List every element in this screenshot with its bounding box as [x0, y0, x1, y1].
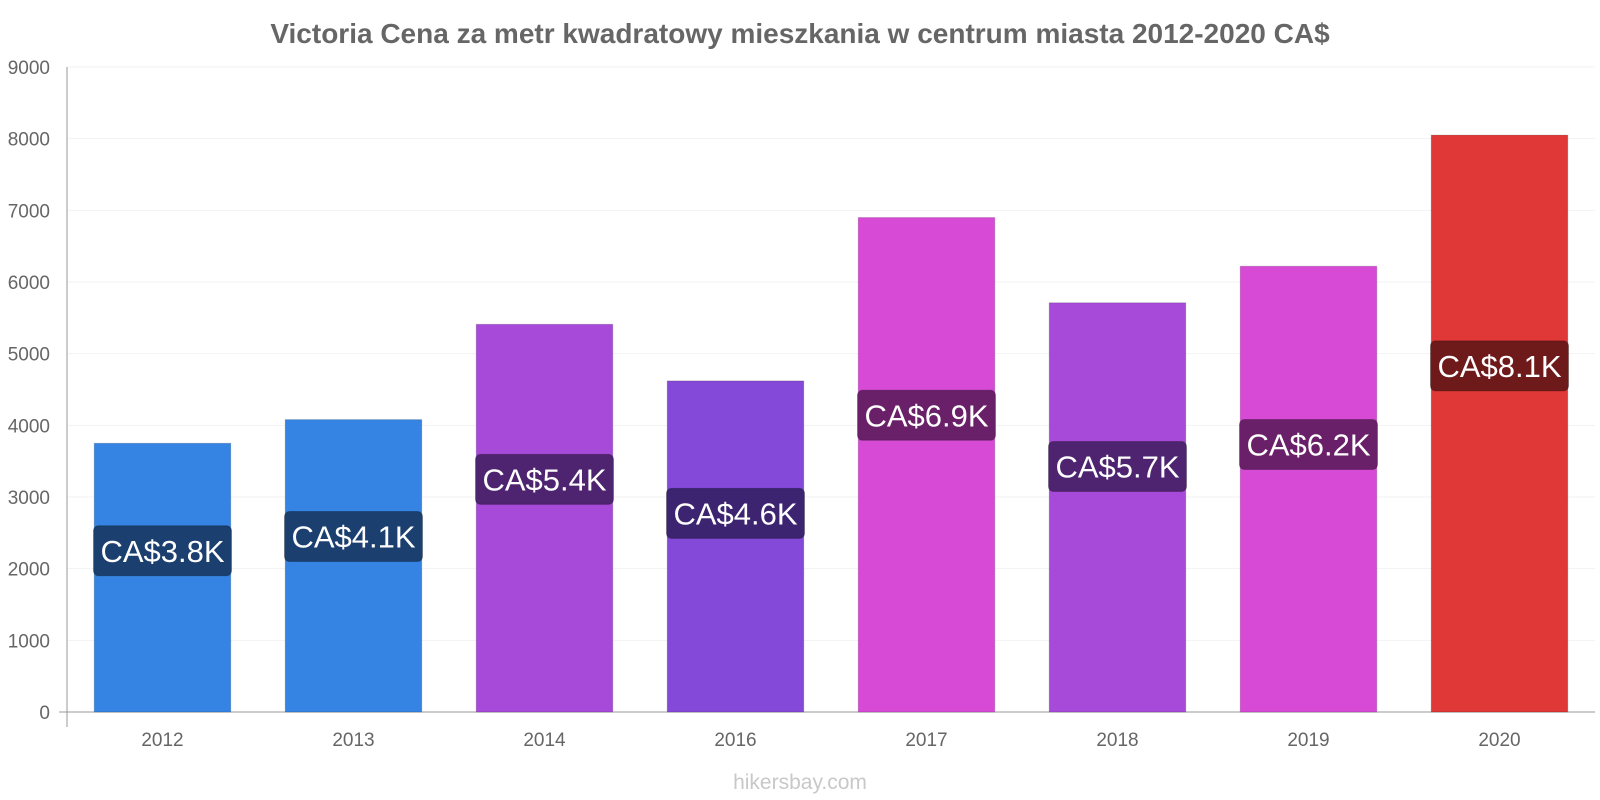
data-label-box — [1048, 440, 1187, 492]
data-label-box — [284, 511, 423, 563]
x-axis: 2012 2013 2014 2016 2017 2018 2019 2020 — [59, 711, 1595, 751]
y-axis: 0 1000 2000 3000 4000 5000 6000 7000 8000 9000 — [8, 58, 68, 727]
y-tick-label: 4000 — [8, 416, 50, 437]
x-tick-label: 2012 — [141, 730, 183, 751]
data-label-box — [1239, 419, 1378, 471]
y-tick-label: 5000 — [8, 345, 50, 366]
data-label-box — [666, 487, 805, 539]
x-tick-label: 2019 — [1287, 730, 1329, 751]
credit-text: hikersbay.com — [733, 771, 867, 794]
data-label: CA$4.6K — [673, 496, 797, 531]
bar — [475, 323, 614, 713]
x-tick-label: 2014 — [523, 730, 566, 751]
y-tick-label: 0 — [39, 703, 50, 724]
data-label: CA$6.2K — [1246, 428, 1370, 463]
data-labels: CA$3.8K CA$4.1K CA$5.4K CA$4.6K CA$6.9K CA$5.… — [93, 340, 1569, 577]
x-tick-label: 2013 — [332, 730, 374, 751]
y-tick-label: 2000 — [8, 560, 50, 581]
x-tick-label: 2017 — [905, 730, 947, 751]
data-label: CA$5.4K — [482, 462, 606, 497]
bar — [666, 380, 805, 713]
bars — [93, 134, 1569, 713]
bar — [1239, 265, 1378, 713]
x-tick-label: 2018 — [1096, 730, 1138, 751]
y-tick-label: 3000 — [8, 488, 50, 509]
data-label: CA$4.1K — [291, 520, 415, 555]
y-tick-label: 9000 — [8, 58, 50, 79]
bar — [1048, 302, 1187, 713]
bar — [93, 442, 232, 713]
data-label-box — [475, 453, 614, 505]
y-tick-label: 1000 — [8, 631, 50, 652]
y-tick-label: 6000 — [8, 273, 50, 294]
y-tick-label: 8000 — [8, 130, 50, 151]
data-label: CA$6.9K — [864, 398, 988, 433]
x-tick-label: 2020 — [1478, 730, 1520, 751]
data-label-box — [93, 525, 232, 577]
bar — [1430, 134, 1569, 713]
chart-title: Victoria Cena za metr kwadratowy mieszka… — [270, 18, 1330, 49]
data-label-box — [1430, 340, 1569, 392]
y-tick-label: 7000 — [8, 201, 50, 222]
data-label: CA$3.8K — [100, 534, 224, 569]
bar — [284, 419, 423, 713]
bar — [857, 217, 996, 713]
data-label: CA$8.1K — [1437, 349, 1561, 384]
x-tick-label: 2016 — [714, 730, 756, 751]
data-label: CA$5.7K — [1055, 449, 1179, 484]
data-label-box — [857, 389, 996, 441]
